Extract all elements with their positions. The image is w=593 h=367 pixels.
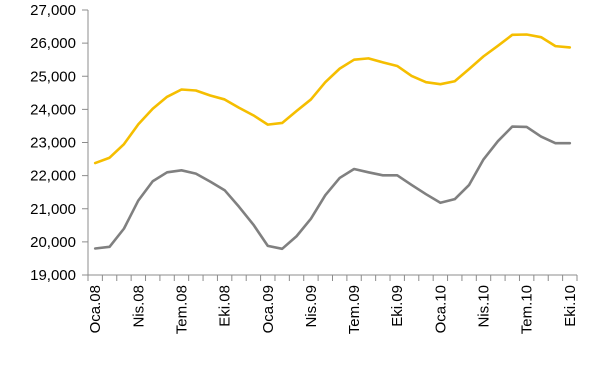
y-tick-label: 19,000 xyxy=(30,267,76,284)
y-tick-label: 26,000 xyxy=(30,35,76,52)
x-tick-label: Oca.09 xyxy=(260,285,277,333)
x-tick-label: Nis.10 xyxy=(476,285,493,328)
y-tick-label: 22,000 xyxy=(30,168,76,185)
x-tick-label: Oca.10 xyxy=(432,285,449,333)
series-line-yellow xyxy=(93,33,572,165)
x-tick-label: Eki.10 xyxy=(562,285,579,327)
x-tick-label: Nis.08 xyxy=(130,285,147,328)
x-tick-label: Tem.10 xyxy=(519,285,536,334)
x-tick-label: Oca.08 xyxy=(87,285,104,333)
y-tick-label: 24,000 xyxy=(30,101,76,118)
x-tick-label: Eki.08 xyxy=(217,285,234,327)
series-lines xyxy=(93,33,572,251)
y-tick-label: 25,000 xyxy=(30,68,76,85)
y-tick-label: 21,000 xyxy=(30,201,76,218)
x-tick-label: Tem.08 xyxy=(173,285,190,334)
x-tick-label: Tem.09 xyxy=(346,285,363,334)
x-tick-label: Nis.09 xyxy=(303,285,320,328)
y-tick-label: 20,000 xyxy=(30,234,76,251)
x-axis: Oca.08 Nis.08 Tem.08 Eki.08 Oca.09 Nis.09 Tem.… xyxy=(87,274,579,334)
x-tick-label: Eki.09 xyxy=(389,285,406,327)
y-axis: 19,000 20,000 21,000 22,000 23,000 24,000 25,0… xyxy=(30,2,89,284)
y-tick-label: 27,000 xyxy=(30,2,76,19)
y-tick-label: 23,000 xyxy=(30,135,76,152)
series-line-gray xyxy=(93,125,572,251)
